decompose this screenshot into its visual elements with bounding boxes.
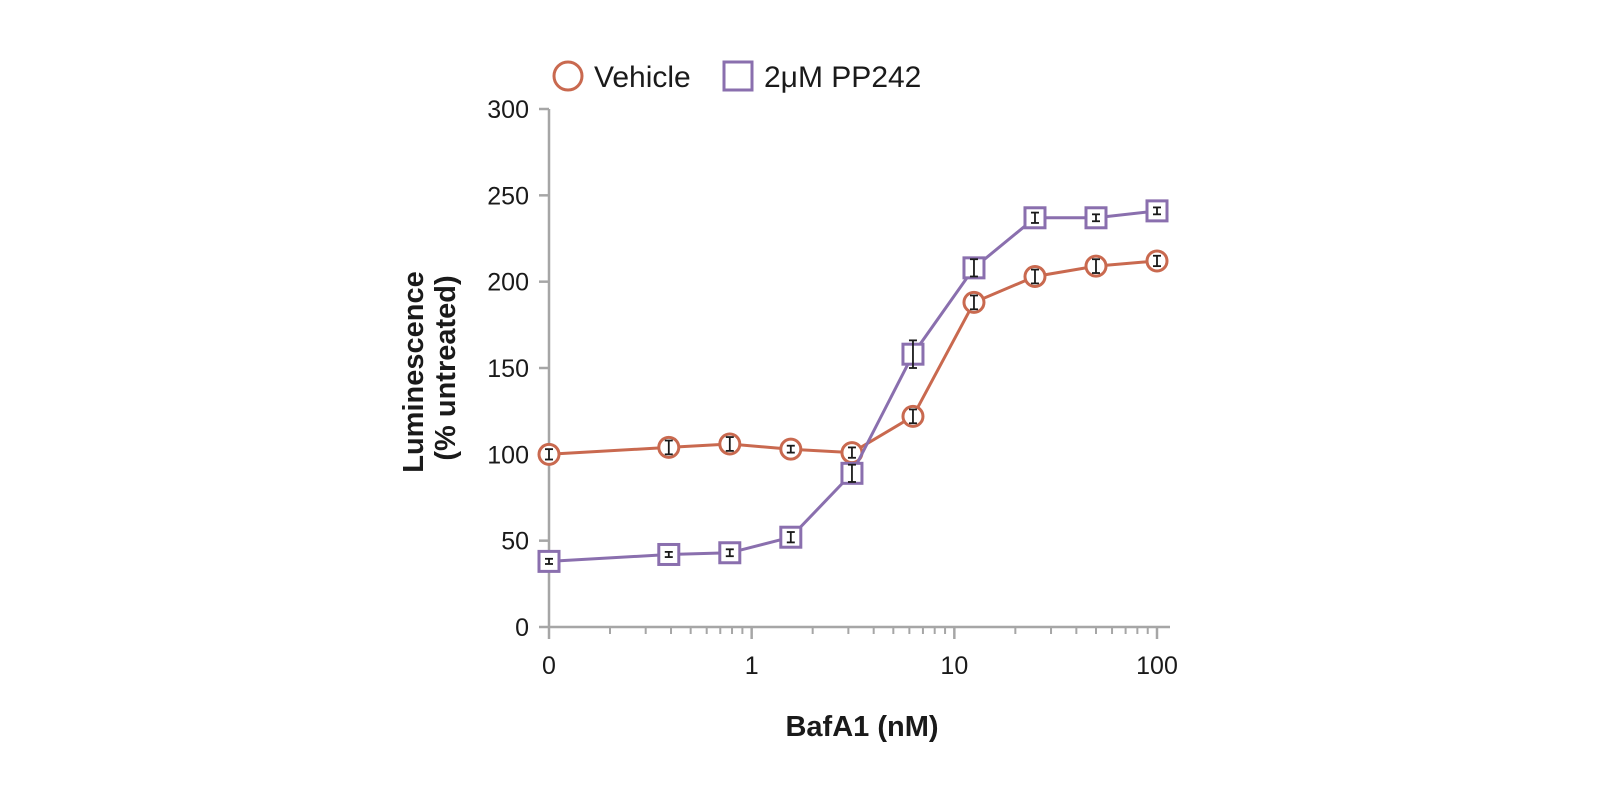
legend-label: Vehicle [594,61,691,94]
x-tick-label: 10 [940,652,968,680]
x-tick-label: 0 [542,652,556,680]
x-tick-label: 100 [1136,652,1178,680]
y-tick-label: 50 [501,528,529,556]
y-tick-label: 250 [487,182,529,210]
x-axis-title: BafA1 (nM) [785,711,938,743]
legend-label: 2μM PP242 [764,61,921,94]
legend-marker-pp242 [722,60,754,92]
y-axis-title-line-2: (% untreated) [430,275,462,460]
y-axis-title: Luminescence (% untreated) [398,263,462,473]
axes: 0 50 100 150 200 250 300 0 1 10 100 [487,96,1178,680]
series-pp242 [537,199,1169,573]
legend: Vehicle 2μM PP242 [552,60,921,94]
y-tick-label: 300 [487,96,529,124]
series-layer [537,199,1169,573]
y-tick-label: 0 [515,614,529,642]
y-tick-label: 100 [487,441,529,469]
series-vehicle [537,249,1169,466]
y-axis-title-line-1: Luminescence [398,271,430,472]
y-tick-label: 200 [487,269,529,297]
x-tick-label: 1 [745,652,759,680]
series-line [548,259,1158,456]
legend-marker-vehicle [552,60,584,92]
y-tick-label: 150 [487,355,529,383]
series-line [548,209,1158,563]
